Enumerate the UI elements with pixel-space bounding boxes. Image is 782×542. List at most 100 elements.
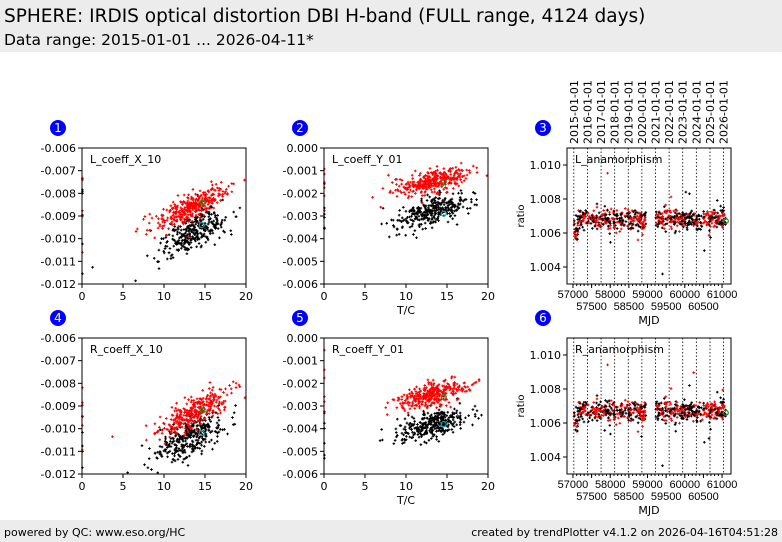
data-point (185, 202, 189, 206)
data-point (145, 438, 148, 442)
data-point (410, 214, 413, 218)
data-point (623, 398, 627, 402)
data-point (624, 411, 628, 415)
data-point (158, 415, 162, 419)
data-point (191, 230, 195, 234)
data-point (160, 432, 164, 435)
data-point (403, 417, 407, 421)
panel-number: 3 (539, 121, 547, 135)
data-point (445, 191, 448, 194)
data-point (171, 256, 175, 259)
y-tick-label: -0.004 (283, 423, 318, 436)
data-point (161, 224, 165, 228)
axes-frame (81, 337, 247, 475)
data-point (194, 213, 198, 217)
data-point (371, 196, 374, 199)
data-point (447, 169, 450, 173)
data-point (428, 195, 431, 199)
data-point (721, 214, 724, 217)
data-point (182, 200, 185, 203)
date-tick-label: 2023-01-01 (677, 80, 690, 144)
data-point (186, 213, 190, 216)
x-tick-label: 5 (362, 480, 369, 493)
data-point (437, 192, 440, 196)
data-point (609, 399, 613, 402)
data-point (448, 212, 451, 215)
data-point (207, 218, 211, 222)
y-tick-label: -0.012 (41, 468, 76, 481)
x-tick-label: 58000 (595, 289, 626, 301)
data-point (457, 168, 461, 171)
data-point (602, 209, 605, 212)
data-point (692, 419, 695, 423)
data-point (417, 206, 420, 209)
data-point (162, 251, 166, 255)
data-point (172, 217, 176, 221)
data-point (140, 444, 144, 447)
data-point (209, 204, 213, 208)
data-point (213, 404, 216, 408)
data-point (470, 198, 473, 201)
y-tick-label: -0.006 (283, 468, 318, 481)
data-point (595, 220, 598, 224)
data-point (434, 218, 438, 222)
data-point (185, 246, 189, 250)
data-point (459, 198, 463, 202)
data-point (206, 226, 209, 229)
data-points (572, 363, 727, 467)
data-point (193, 233, 197, 237)
footer-created-by: created by trendPlotter v4.1.2 on 2026-0… (471, 526, 778, 539)
data-point (681, 211, 684, 215)
data-point (445, 173, 448, 177)
data-point (621, 219, 625, 223)
data-point (206, 238, 210, 242)
data-point (216, 435, 219, 438)
data-point (195, 397, 199, 401)
data-point (176, 458, 180, 461)
data-point (428, 167, 432, 170)
data-point (450, 209, 454, 212)
data-point (404, 219, 408, 223)
data-point (197, 197, 201, 201)
data-point (165, 233, 168, 237)
data-point (606, 216, 609, 220)
data-point (458, 196, 462, 199)
data-point (608, 210, 611, 214)
data-point (215, 218, 219, 221)
data-point (595, 202, 599, 206)
data-points (572, 171, 727, 276)
data-point (608, 402, 611, 406)
data-point (148, 228, 152, 232)
y-tick-label: -0.008 (41, 377, 76, 390)
data-point (437, 202, 441, 205)
data-point (430, 218, 434, 221)
data-point (243, 178, 246, 182)
data-point (418, 218, 421, 222)
data-point (572, 223, 576, 227)
y-tick-label: -0.010 (41, 423, 76, 436)
data-point (675, 416, 679, 419)
data-point (215, 440, 219, 443)
data-point (446, 208, 450, 212)
data-point (603, 204, 607, 208)
data-point (214, 225, 218, 229)
data-point (413, 184, 416, 188)
data-point (461, 169, 464, 172)
data-point (572, 219, 576, 223)
data-point (402, 191, 406, 194)
data-point (632, 216, 635, 220)
data-point (576, 223, 580, 227)
data-point (406, 196, 410, 200)
data-point (182, 210, 186, 214)
data-point (462, 420, 466, 424)
data-point (182, 193, 186, 197)
y-tick-label: 1.006 (530, 227, 562, 240)
data-point (186, 445, 189, 448)
data-point (212, 219, 216, 223)
data-point (467, 212, 470, 215)
data-point (427, 179, 431, 182)
data-point (192, 202, 196, 206)
data-point (452, 187, 455, 190)
data-point (452, 425, 456, 428)
data-point (174, 219, 178, 223)
